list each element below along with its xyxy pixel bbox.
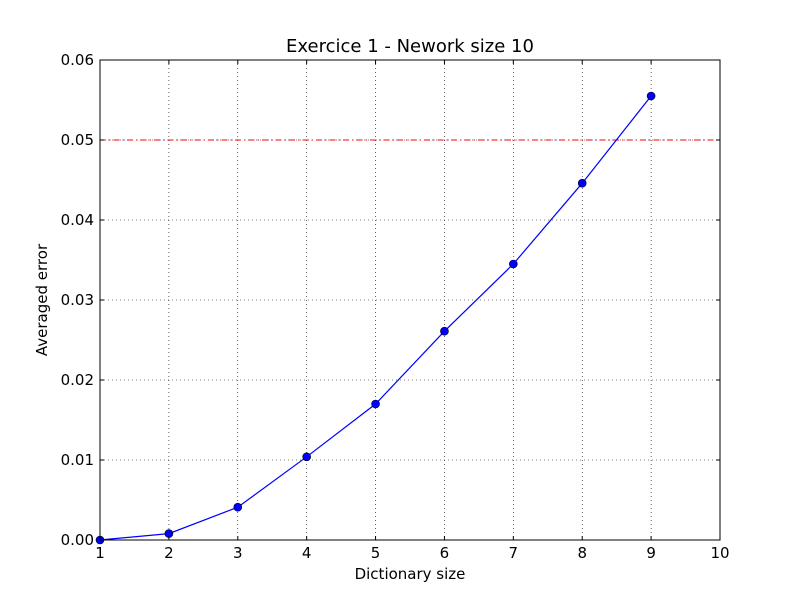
x-tick-label: 3 bbox=[233, 544, 243, 562]
data-point bbox=[577, 178, 587, 188]
x-tick-label: 7 bbox=[509, 544, 519, 562]
y-tick-label: 0.05 bbox=[61, 131, 94, 149]
x-tick-label: 4 bbox=[302, 544, 312, 562]
data-point bbox=[646, 91, 656, 101]
x-tick-label: 5 bbox=[371, 544, 381, 562]
data-point bbox=[509, 259, 518, 269]
y-tick-label: 0.03 bbox=[61, 291, 94, 309]
x-axis-title: Dictionary size bbox=[355, 565, 466, 583]
y-axis-title: Averaged error bbox=[33, 243, 51, 356]
data-point bbox=[302, 452, 311, 462]
data-point bbox=[440, 326, 449, 336]
y-tick-label: 0.06 bbox=[61, 51, 94, 69]
y-tick-label: 0.02 bbox=[61, 371, 94, 389]
data-point bbox=[233, 502, 243, 512]
ticks: 1 2 3 4 5 6 7 8 9 10 0.00 0.01 0.02 0.03 0.04 0.05 0.06 bbox=[61, 51, 730, 562]
y-tick-label: 0.04 bbox=[61, 211, 94, 229]
x-tick-label: 1 bbox=[95, 544, 105, 562]
y-tick-label: 0.01 bbox=[61, 451, 94, 469]
x-tick-label: 2 bbox=[164, 544, 174, 562]
x-tick-label: 8 bbox=[577, 544, 587, 562]
data-point bbox=[371, 399, 380, 409]
chart-title: Exercice 1 - Nework size 10 bbox=[286, 36, 534, 57]
x-tick-label: 9 bbox=[646, 544, 656, 562]
x-tick-label: 10 bbox=[710, 544, 729, 562]
y-tick-label: 0.00 bbox=[61, 531, 94, 549]
x-tick-label: 6 bbox=[440, 544, 450, 562]
